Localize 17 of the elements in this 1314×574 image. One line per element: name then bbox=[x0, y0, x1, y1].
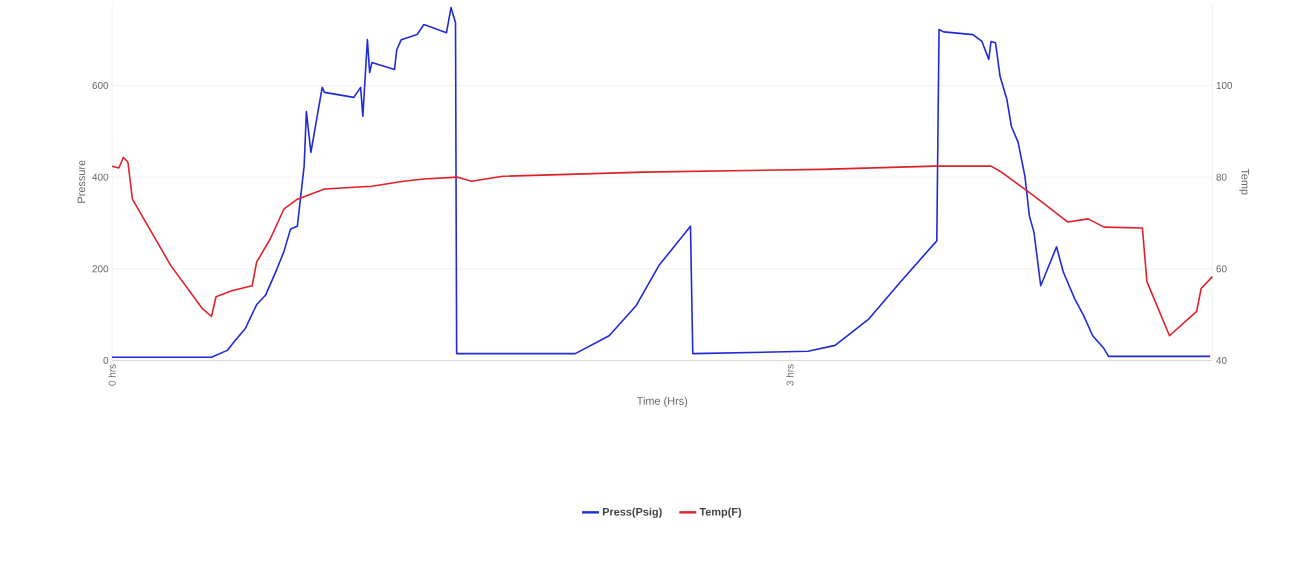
legend-label: Temp(F) bbox=[699, 507, 742, 518]
x-axis-title: Time (Hrs) bbox=[636, 397, 688, 408]
line-series bbox=[111, 6, 1211, 359]
y-axis-title: Pressure bbox=[77, 160, 86, 203]
y-tick-label: 600 bbox=[92, 82, 109, 90]
y2-tick-label: 60 bbox=[1216, 265, 1227, 273]
x-tick-label: 0 hrs bbox=[108, 364, 116, 386]
y2-tick-label: 80 bbox=[1216, 173, 1227, 181]
y-tick-label: 0 bbox=[103, 357, 109, 365]
line-series bbox=[111, 156, 1214, 337]
x-tick-label: 3 hrs bbox=[786, 364, 794, 386]
y-tick-label: 400 bbox=[92, 173, 109, 181]
y2-tick-label: 100 bbox=[1216, 82, 1233, 90]
y-tick-label: 200 bbox=[92, 265, 109, 273]
y2-tick-label: 40 bbox=[1216, 357, 1227, 365]
legend-label: Press(Psig) bbox=[602, 507, 662, 519]
y2-axis-title: Temp bbox=[1239, 168, 1250, 195]
